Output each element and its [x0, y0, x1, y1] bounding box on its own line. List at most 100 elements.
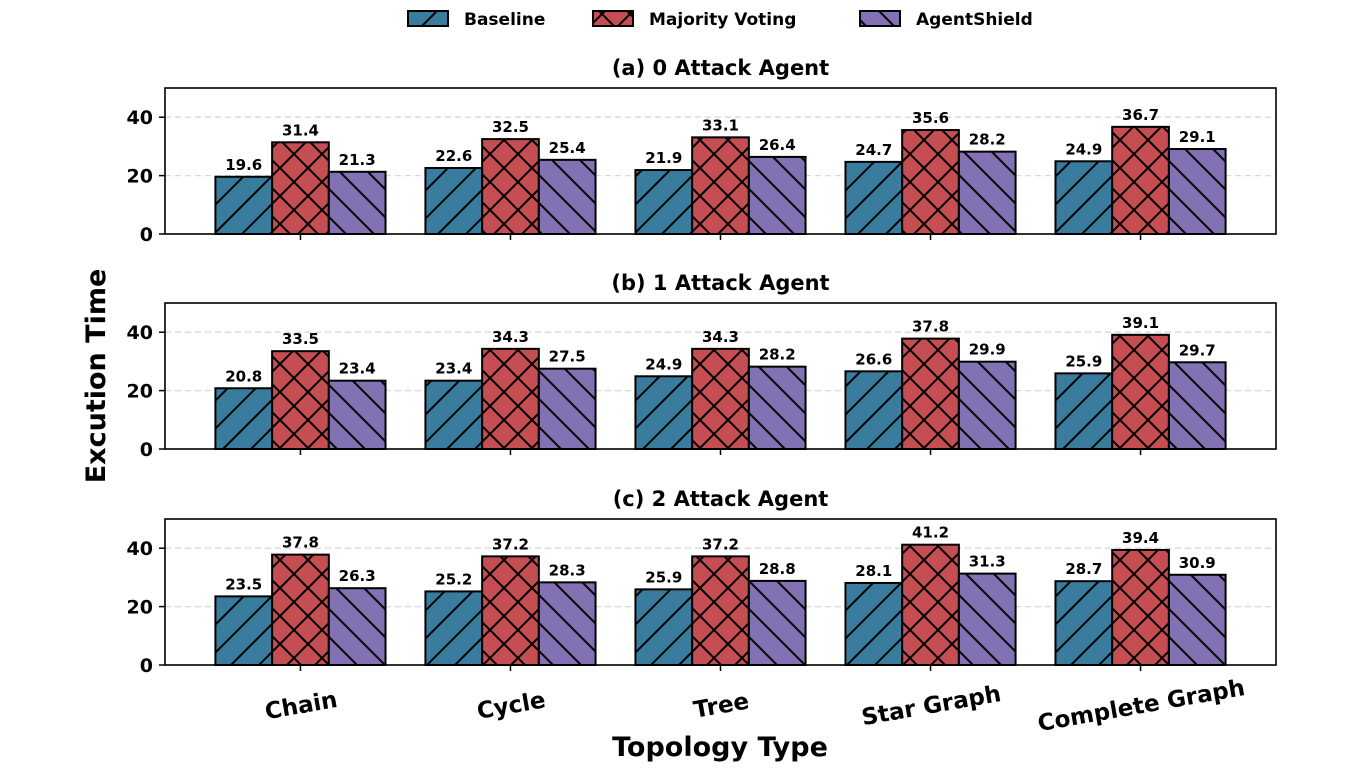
data-label: 23.4 — [339, 360, 376, 378]
bar-outline — [691, 555, 750, 666]
data-label: 21.9 — [645, 149, 682, 167]
bar-outline — [1054, 580, 1114, 666]
y-tick-label: 0 — [140, 655, 153, 677]
bar-outline — [537, 581, 597, 667]
data-label: 25.9 — [1065, 352, 1102, 370]
bar-outline — [537, 158, 597, 235]
legend-label: Baseline — [464, 10, 545, 30]
bar-outline — [327, 379, 387, 450]
panel-title: (c) 2 Attack Agent — [613, 487, 829, 511]
legend-swatch-hatch — [593, 11, 633, 26]
data-label: 29.9 — [969, 341, 1006, 359]
bar-outline — [1167, 573, 1227, 666]
bar-outline — [901, 129, 960, 236]
data-label: 28.3 — [549, 561, 586, 579]
bar-outline — [747, 579, 807, 666]
data-label: 39.1 — [1122, 314, 1159, 332]
data-label: 23.4 — [435, 360, 472, 378]
data-label: 29.1 — [1179, 128, 1216, 146]
bar-outline — [424, 379, 484, 450]
data-label: 28.7 — [1065, 560, 1102, 578]
bar-outline — [1111, 333, 1170, 450]
y-tick-label: 40 — [127, 538, 153, 560]
data-label: 19.6 — [225, 156, 262, 174]
legend-label: AgentShield — [916, 10, 1033, 30]
panel-2: (b) 1 Attack Agent 0 20 40 20.8 23.4 24.9 26.6 2… — [127, 271, 1277, 461]
legend-swatch-hatch — [408, 11, 448, 26]
y-axis-label: Excution Time — [81, 269, 112, 484]
panel-3: (c) 2 Attack Agent 0 20 40 23.5 25.2 25.9 28.1 2… — [127, 487, 1277, 677]
data-label: 33.1 — [702, 116, 739, 134]
legend-item-majority-voting: Majority Voting — [592, 10, 796, 30]
bar-outline — [634, 588, 694, 667]
data-label: 29.7 — [1179, 341, 1216, 359]
data-label: 37.2 — [492, 535, 529, 553]
x-tick-label: Star Graph — [860, 681, 1003, 731]
bar-outline — [327, 170, 387, 235]
data-label: 25.2 — [435, 570, 472, 588]
data-label: 22.6 — [435, 147, 472, 165]
bar-outline — [1111, 125, 1170, 235]
data-label: 31.4 — [282, 121, 319, 139]
data-label: 36.7 — [1122, 106, 1159, 124]
bar-outline — [844, 581, 904, 666]
bar-outline — [271, 141, 330, 235]
data-label: 28.2 — [969, 131, 1006, 149]
x-tick-label: Cycle — [475, 687, 547, 725]
panel-title: (b) 1 Attack Agent — [611, 271, 829, 295]
bar-outline — [537, 367, 597, 451]
data-label: 37.8 — [282, 534, 319, 552]
data-label: 39.4 — [1122, 529, 1159, 547]
bar-outline — [481, 555, 540, 666]
panel-title: (a) 0 Attack Agent — [612, 56, 829, 80]
bar-outline — [901, 543, 960, 666]
y-tick-label: 20 — [127, 166, 153, 188]
bar-outline — [214, 175, 274, 236]
legend-label: Majority Voting — [649, 10, 796, 30]
x-axis-label: Topology Type — [612, 732, 828, 763]
x-tick-label: Complete Graph — [1036, 675, 1247, 737]
data-label: 35.6 — [912, 109, 949, 127]
data-label: 34.3 — [492, 328, 529, 346]
bar-outline — [691, 347, 750, 450]
data-label: 25.9 — [645, 568, 682, 586]
bar-outline — [271, 553, 330, 667]
bar-outline — [1167, 361, 1227, 450]
data-label: 26.4 — [759, 136, 796, 154]
x-tick-label: Chain — [263, 687, 339, 725]
bar-outline — [957, 360, 1017, 450]
bar-outline — [957, 150, 1017, 236]
panel-1: (a) 0 Attack Agent 0 20 40 19.6 22.6 21.9 24.7 2… — [127, 56, 1277, 246]
bar-outline — [424, 167, 484, 235]
bar-outline — [747, 155, 807, 235]
bar-outline — [1054, 372, 1114, 451]
y-tick-label: 40 — [127, 322, 153, 344]
data-label: 34.3 — [702, 328, 739, 346]
data-label: 30.9 — [1179, 554, 1216, 572]
data-label: 21.3 — [339, 151, 376, 169]
data-label: 37.8 — [912, 318, 949, 336]
data-label: 27.5 — [549, 348, 586, 366]
bar-outline — [214, 595, 274, 667]
y-tick-label: 0 — [140, 224, 153, 246]
bar-outline — [271, 350, 330, 450]
bar-outline — [844, 160, 904, 236]
x-tick-label: Tree — [692, 688, 751, 723]
bar-outline — [1111, 548, 1170, 667]
data-label: 41.2 — [912, 524, 949, 542]
data-label: 26.3 — [339, 567, 376, 585]
data-label: 26.6 — [855, 350, 892, 368]
legend: Baseline Majority Voting AgentShield — [407, 10, 1033, 30]
bar-outline — [327, 587, 387, 666]
data-label: 24.7 — [855, 141, 892, 159]
data-label: 28.2 — [759, 346, 796, 364]
bar-outline — [214, 387, 274, 451]
bar-outline — [957, 572, 1017, 666]
data-label: 20.8 — [225, 367, 262, 385]
data-label: 24.9 — [645, 355, 682, 373]
data-label: 32.5 — [492, 118, 529, 136]
bar-outline — [691, 136, 750, 236]
legend-item-agentshield: AgentShield — [859, 10, 1033, 30]
y-tick-label: 0 — [140, 439, 153, 461]
